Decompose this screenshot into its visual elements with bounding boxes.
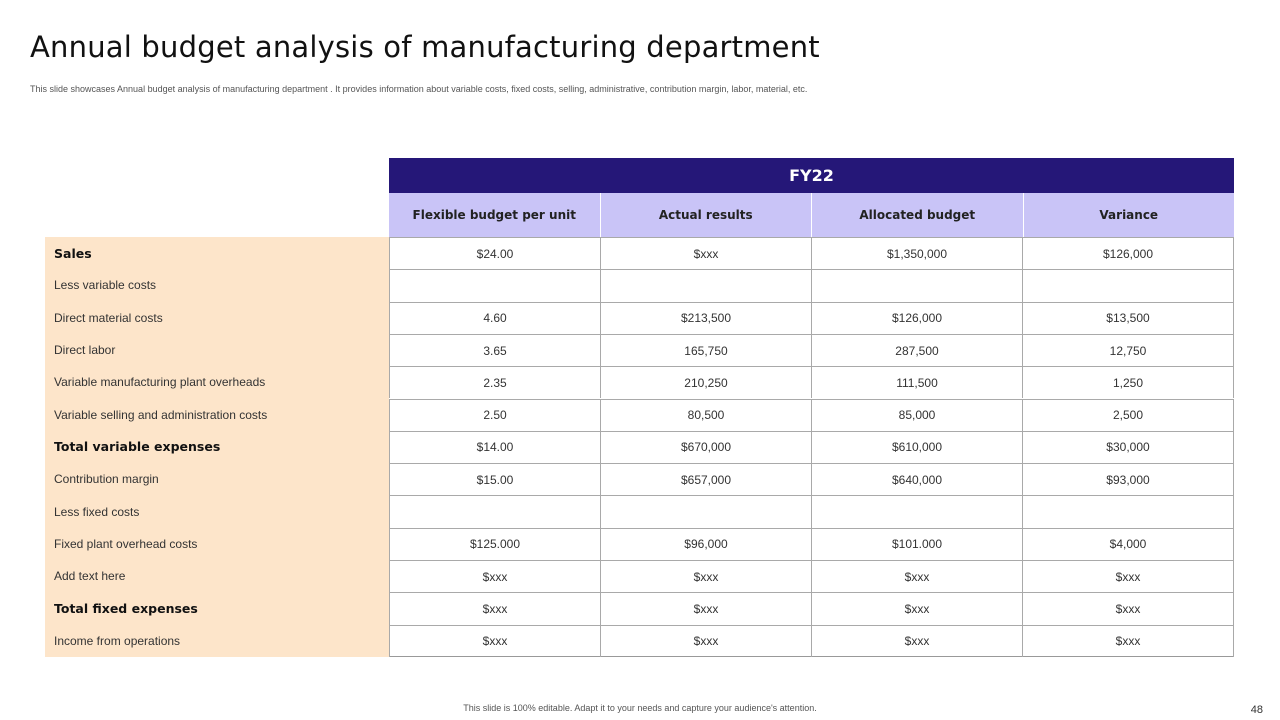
table-cell: 80,500: [600, 399, 811, 431]
table-cell: $610,000: [811, 431, 1022, 464]
column-header-allocated-budget: Allocated budget: [812, 193, 1024, 237]
page-number: 48: [1250, 704, 1263, 716]
row-label: Less fixed costs: [54, 504, 140, 519]
footer-note: This slide is 100% editable. Adapt it to…: [463, 703, 817, 713]
row-label: Variable manufacturing plant overheads: [54, 375, 266, 390]
table-cell: $213,500: [600, 302, 811, 334]
column-header-row: Flexible budget per unit Actual results …: [389, 193, 1234, 237]
table-cell: $xxx: [1022, 561, 1234, 593]
table-cell: 4.60: [389, 302, 600, 334]
slide-subtitle: This slide showcases Annual budget analy…: [30, 84, 808, 94]
table-cell: 3.65: [389, 334, 600, 367]
table-cell: $xxx: [389, 593, 600, 625]
row-label: Direct material costs: [54, 310, 163, 325]
table-cell: $15.00: [389, 464, 600, 496]
table-cell: $640,000: [811, 464, 1022, 496]
table-cell: 2,500: [1022, 399, 1234, 431]
table-cell: 12,750: [1022, 334, 1234, 367]
table-cell: 210,250: [600, 367, 811, 399]
row-label: Less variable costs: [54, 278, 157, 293]
column-header-actual-results: Actual results: [600, 193, 812, 237]
table-row: $xxx $xxx $xxx $xxx: [389, 624, 1234, 657]
table-row: [389, 269, 1234, 302]
table-row: $14.00 $670,000 $610,000 $30,000: [389, 430, 1234, 464]
table-cell: [600, 270, 811, 302]
table-row: $xxx $xxx $xxx $xxx: [389, 560, 1234, 593]
table-cell: $xxx: [600, 625, 811, 657]
table-row: 3.65 165,750 287,500 12,750: [389, 333, 1234, 367]
period-header: FY22: [389, 158, 1234, 193]
table-cell: $13,500: [1022, 302, 1234, 334]
table-cell: $30,000: [1022, 431, 1234, 464]
row-label: Add text here: [54, 569, 126, 584]
budget-table-grid: $24.00 $xxx $1,350,000 $126,000 4.60 $213,500…: [389, 237, 1234, 657]
table-cell: $xxx: [811, 561, 1022, 593]
row-label: Variable selling and administration cost…: [54, 407, 268, 422]
table-cell: 165,750: [600, 334, 811, 367]
table-cell: [811, 496, 1022, 528]
column-header-variance: Variance: [1023, 193, 1234, 237]
table-cell: $101.000: [811, 528, 1022, 560]
table-row: 2.50 80,500 85,000 2,500: [389, 398, 1234, 431]
table-cell: $xxx: [600, 593, 811, 625]
column-header-flexible-budget: Flexible budget per unit: [389, 193, 601, 237]
table-cell: 2.35: [389, 367, 600, 399]
table-cell: $xxx: [1022, 593, 1234, 625]
table-row: $15.00 $657,000 $640,000 $93,000: [389, 463, 1234, 496]
table-row: $24.00 $xxx $1,350,000 $126,000: [389, 237, 1234, 270]
table-cell: $126,000: [1022, 238, 1234, 270]
table-row: 2.35 210,250 111,500 1,250: [389, 366, 1234, 399]
table-cell: $xxx: [389, 625, 600, 657]
slide-title: Annual budget analysis of manufacturing …: [30, 30, 820, 64]
table-cell: $4,000: [1022, 528, 1234, 560]
table-cell: $xxx: [811, 593, 1022, 625]
table-row: 4.60 $213,500 $126,000 $13,500: [389, 301, 1234, 334]
row-label-column: Sales Less variable costs Direct material …: [45, 237, 389, 657]
table-cell: [1022, 270, 1234, 302]
row-label: Income from operations: [54, 633, 181, 648]
table-cell: [811, 270, 1022, 302]
table-cell: [600, 496, 811, 528]
table-row: [389, 495, 1234, 528]
row-label: Sales: [54, 245, 92, 261]
table-cell: $xxx: [600, 561, 811, 593]
row-label: Contribution margin: [54, 472, 159, 487]
table-cell: $24.00: [389, 238, 600, 270]
table-cell: 1,250: [1022, 367, 1234, 399]
table-cell: [1022, 496, 1234, 528]
table-cell: 287,500: [811, 334, 1022, 367]
table-cell: $126,000: [811, 302, 1022, 334]
row-label: Direct labor: [54, 343, 116, 358]
table-cell: $1,350,000: [811, 238, 1022, 270]
table-cell: $657,000: [600, 464, 811, 496]
table-cell: $670,000: [600, 431, 811, 464]
table-cell: 111,500: [811, 367, 1022, 399]
table-row: $125.000 $96,000 $101.000 $4,000: [389, 527, 1234, 560]
row-label: Total variable expenses: [54, 439, 221, 455]
table-cell: 2.50: [389, 399, 600, 431]
table-cell: $xxx: [1022, 625, 1234, 657]
table-cell: [389, 496, 600, 528]
table-cell: $93,000: [1022, 464, 1234, 496]
row-label: Fixed plant overhead costs: [54, 536, 198, 551]
table-row: $xxx $xxx $xxx $xxx: [389, 592, 1234, 625]
table-cell: $xxx: [811, 625, 1022, 657]
table-cell: $96,000: [600, 528, 811, 560]
table-cell: [389, 270, 600, 302]
row-label: Total fixed expenses: [54, 600, 198, 616]
table-cell: 85,000: [811, 399, 1022, 431]
table-cell: $xxx: [389, 561, 600, 593]
table-cell: $14.00: [389, 431, 600, 464]
table-cell: $xxx: [600, 238, 811, 270]
table-cell: $125.000: [389, 528, 600, 560]
